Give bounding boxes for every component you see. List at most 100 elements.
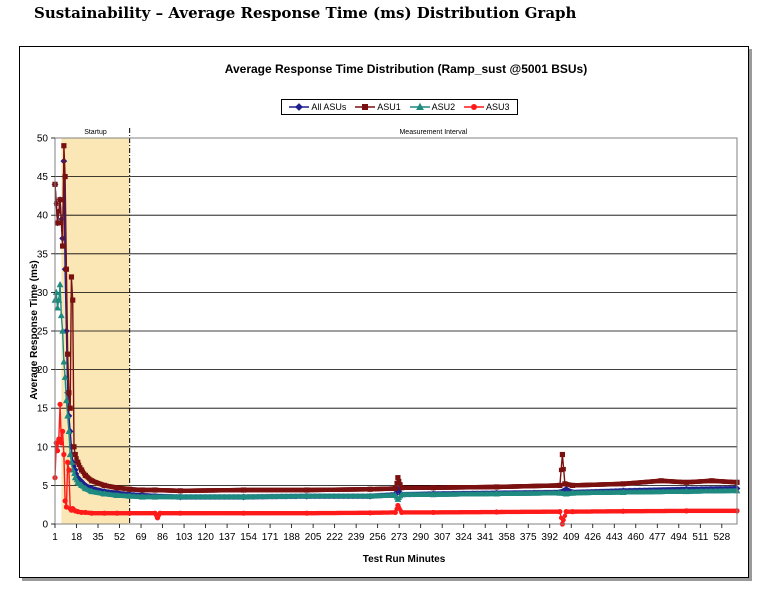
data-point: [65, 459, 71, 465]
data-point: [430, 509, 436, 516]
data-point: [58, 440, 64, 446]
data-point: [177, 488, 183, 494]
data-point: [67, 405, 73, 411]
data-point: [54, 201, 59, 206]
legend-item: ASU1: [355, 102, 401, 112]
data-point: [709, 478, 715, 484]
x-tick-label: 171: [262, 532, 279, 543]
grid-lines: [55, 137, 737, 525]
data-point: [59, 327, 66, 334]
data-point: [62, 498, 68, 504]
data-point: [683, 479, 689, 485]
chart-legend: All ASUs ASU1 ASU2 ASU3: [281, 99, 518, 115]
data-point: [78, 467, 85, 473]
data-point: [367, 510, 373, 516]
data-point: [620, 481, 626, 487]
data-point: [394, 495, 402, 502]
legend-marker: [415, 102, 424, 110]
x-tick-label: 205: [305, 532, 322, 543]
data-point: [57, 401, 63, 407]
x-tick-label: 358: [498, 532, 515, 543]
x-tick-label: 477: [649, 532, 666, 543]
x-tick-label: 443: [606, 532, 623, 543]
y-tick-label: 40: [37, 211, 49, 222]
data-point: [101, 510, 107, 516]
legend-item: ASU3: [464, 102, 510, 112]
data-point: [61, 373, 69, 380]
data-point: [52, 288, 60, 295]
data-point: [72, 451, 78, 458]
data-point: [493, 509, 500, 515]
x-tick-label: 528: [713, 532, 730, 543]
data-point: [75, 459, 81, 465]
data-point: [557, 509, 563, 515]
data-point: [100, 490, 108, 497]
legend-label: ASU1: [377, 102, 401, 112]
data-point: [57, 311, 65, 319]
x-axis-label: Test Run Minutes: [363, 554, 446, 565]
x-tick-label: 324: [455, 532, 472, 543]
y-tick-label: 50: [37, 134, 49, 145]
data-point: [392, 485, 398, 492]
data-point: [562, 513, 568, 518]
data-point: [569, 482, 576, 488]
x-tick-label: 103: [176, 532, 193, 543]
x-tick-label: 341: [477, 532, 494, 543]
data-point: [177, 510, 183, 516]
data-point: [557, 482, 563, 488]
y-tick-label: 10: [37, 442, 49, 453]
data-point: [562, 485, 570, 493]
data-point: [366, 492, 374, 499]
data-point: [62, 174, 68, 180]
data-point: [127, 486, 133, 492]
data-point: [66, 450, 74, 458]
data-point: [399, 509, 405, 516]
data-point: [240, 510, 247, 516]
legend-swatch: [464, 104, 485, 110]
chart-title: Average Response Time Distribution (Ramp…: [225, 62, 587, 76]
legend-item: ASU2: [409, 102, 455, 112]
data-point: [683, 508, 689, 514]
y-axis-label: Average Response Time (ms): [29, 260, 40, 400]
series-all-asus: [51, 157, 741, 501]
x-tick-label: 256: [369, 532, 386, 543]
data-point: [60, 358, 68, 365]
data-point: [89, 510, 95, 516]
data-point: [114, 485, 120, 491]
x-tick-label: 375: [520, 532, 537, 543]
data-point: [396, 478, 402, 484]
data-point: [56, 281, 64, 288]
series-layer: [51, 143, 741, 527]
data-point: [65, 427, 73, 434]
data-point: [113, 491, 121, 499]
data-point: [78, 509, 85, 516]
legend-marker: [295, 103, 304, 111]
data-point: [561, 466, 566, 472]
data-point: [65, 351, 71, 357]
y-tick-label: 25: [37, 327, 49, 338]
y-tick-label: 35: [37, 249, 49, 260]
region-label-measurement: Measurement Interval: [399, 129, 467, 136]
data-point: [82, 472, 88, 478]
data-point: [240, 493, 247, 500]
x-tick-label: 222: [326, 532, 343, 543]
data-point: [138, 493, 146, 500]
data-point: [395, 475, 401, 481]
data-point: [71, 444, 77, 450]
data-point: [56, 436, 62, 442]
series-asu2: [51, 281, 741, 502]
data-point: [399, 485, 405, 491]
data-point: [152, 487, 158, 493]
data-point: [54, 448, 61, 454]
data-point: [429, 491, 437, 498]
x-tick-label: 494: [670, 532, 687, 543]
data-point: [64, 412, 72, 419]
region-label-startup: Startup: [84, 129, 107, 136]
x-tick-label: 307: [434, 532, 451, 543]
data-point: [63, 396, 70, 404]
data-point: [176, 493, 184, 500]
series-line: [54, 145, 738, 492]
y-axis-ticks: 0 5 10 15 20 25 30 35 40 45 50: [37, 134, 55, 531]
data-point: [151, 493, 159, 500]
